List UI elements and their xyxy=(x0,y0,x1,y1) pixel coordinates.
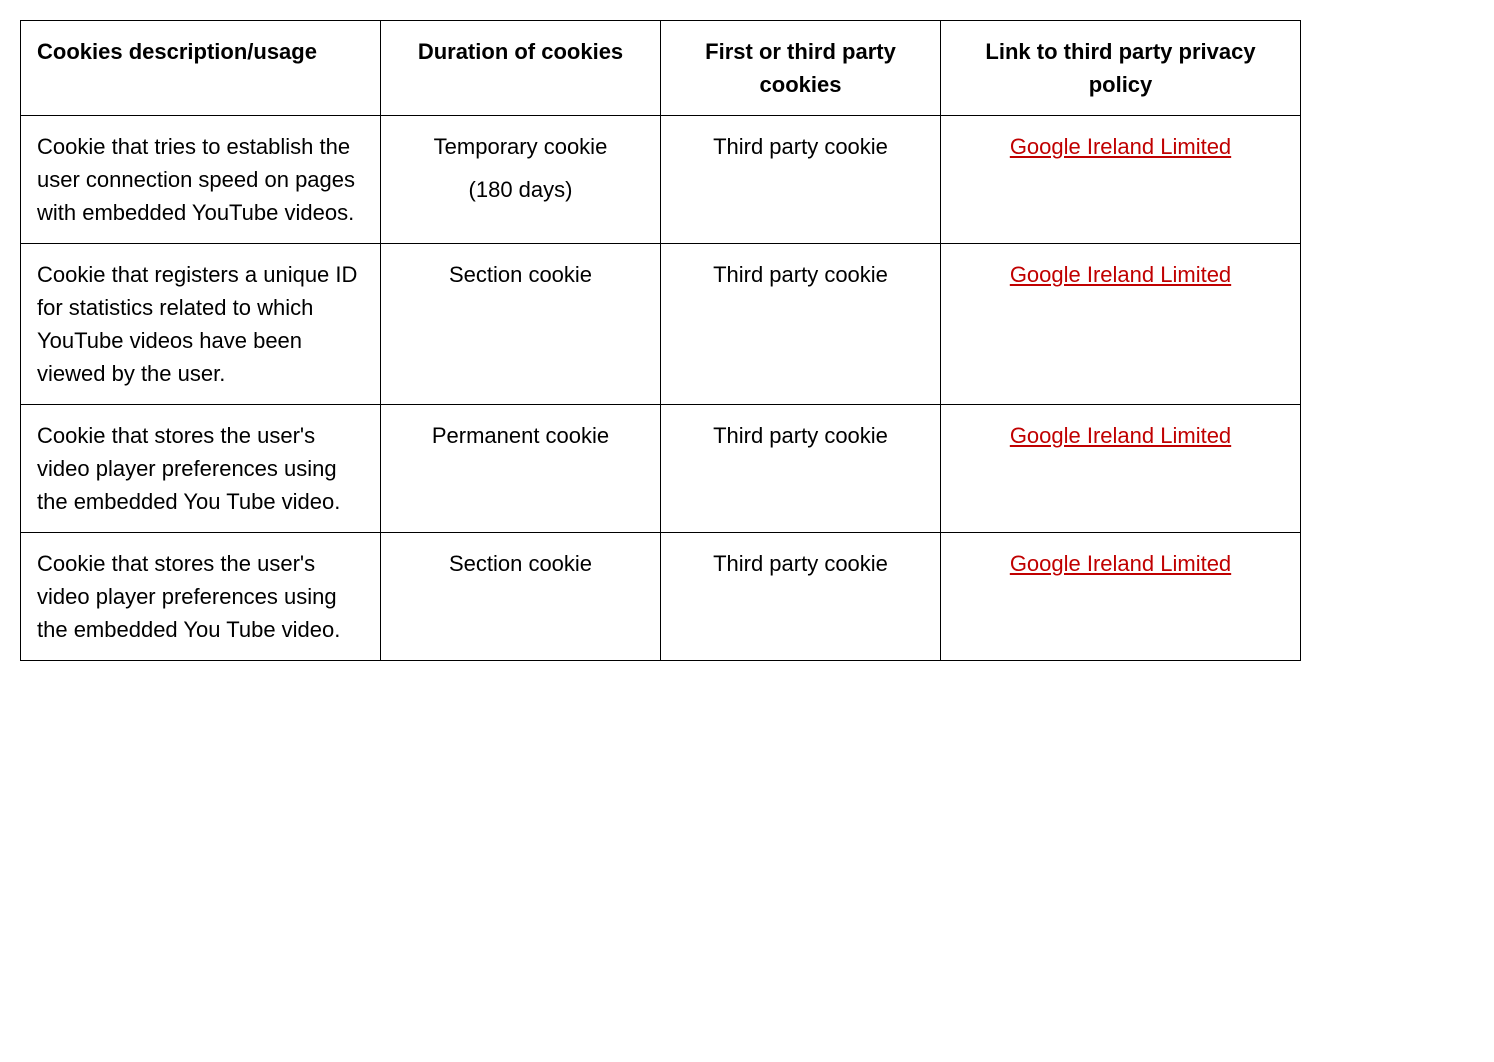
duration-line1: Temporary cookie xyxy=(434,134,608,159)
table-row: Cookie that registers a unique ID for st… xyxy=(21,244,1301,405)
cell-description: Cookie that registers a unique ID for st… xyxy=(21,244,381,405)
duration-line1: Section cookie xyxy=(449,551,592,576)
cell-party: Third party cookie xyxy=(661,405,941,533)
cell-link: Google Ireland Limited xyxy=(941,244,1301,405)
cell-party: Third party cookie xyxy=(661,244,941,405)
cell-party: Third party cookie xyxy=(661,116,941,244)
cell-description: Cookie that stores the user's video play… xyxy=(21,405,381,533)
col-header-link: Link to third party privacy policy xyxy=(941,21,1301,116)
table-row: Cookie that stores the user's video play… xyxy=(21,405,1301,533)
cell-link: Google Ireland Limited xyxy=(941,533,1301,661)
cell-duration: Permanent cookie xyxy=(381,405,661,533)
duration-line1: Permanent cookie xyxy=(432,423,609,448)
privacy-policy-link[interactable]: Google Ireland Limited xyxy=(1010,134,1231,159)
privacy-policy-link[interactable]: Google Ireland Limited xyxy=(1010,423,1231,448)
table-header-row: Cookies description/usage Duration of co… xyxy=(21,21,1301,116)
cell-description: Cookie that tries to establish the user … xyxy=(21,116,381,244)
cell-party: Third party cookie xyxy=(661,533,941,661)
cell-duration: Temporary cookie (180 days) xyxy=(381,116,661,244)
privacy-policy-link[interactable]: Google Ireland Limited xyxy=(1010,262,1231,287)
duration-line2: (180 days) xyxy=(397,173,644,206)
col-header-party: First or third party cookies xyxy=(661,21,941,116)
cookies-table: Cookies description/usage Duration of co… xyxy=(20,20,1301,661)
cell-duration: Section cookie xyxy=(381,533,661,661)
cell-link: Google Ireland Limited xyxy=(941,116,1301,244)
table-row: Cookie that tries to establish the user … xyxy=(21,116,1301,244)
col-header-description: Cookies description/usage xyxy=(21,21,381,116)
table-row: Cookie that stores the user's video play… xyxy=(21,533,1301,661)
cell-link: Google Ireland Limited xyxy=(941,405,1301,533)
cell-description: Cookie that stores the user's video play… xyxy=(21,533,381,661)
col-header-duration: Duration of cookies xyxy=(381,21,661,116)
privacy-policy-link[interactable]: Google Ireland Limited xyxy=(1010,551,1231,576)
cell-duration: Section cookie xyxy=(381,244,661,405)
duration-line1: Section cookie xyxy=(449,262,592,287)
